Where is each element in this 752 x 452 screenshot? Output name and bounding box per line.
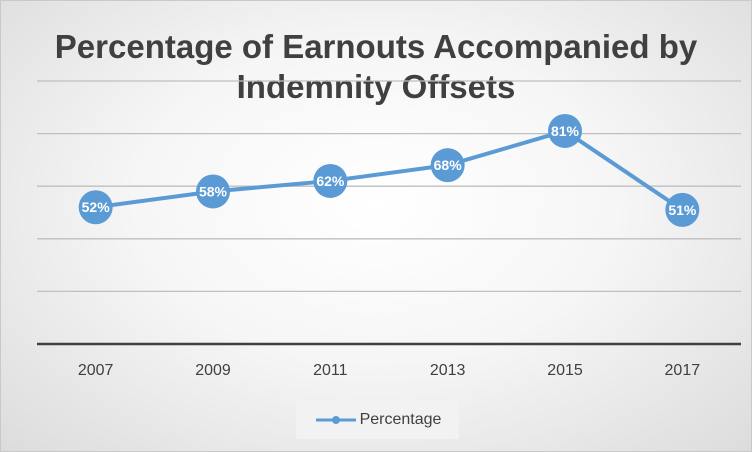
- data-label: 81%: [551, 123, 580, 139]
- data-point: [548, 113, 582, 148]
- data-label: 68%: [434, 157, 463, 173]
- x-tick-label: 2011: [313, 362, 348, 379]
- series-line: [95, 128, 684, 212]
- chart-title: Percentage of Earnouts Accompanied by In…: [54, 28, 698, 105]
- x-tick-label: 2009: [195, 362, 231, 379]
- legend-swatch: [315, 416, 356, 424]
- data-label: 51%: [668, 202, 697, 218]
- data-label: 52%: [82, 199, 111, 215]
- x-tick-label: 2013: [430, 362, 466, 379]
- data-point: [196, 174, 230, 209]
- legend-label: Percentage: [359, 411, 442, 428]
- x-tick-label: 2017: [665, 362, 701, 379]
- data-label: 62%: [316, 173, 345, 189]
- data-point: [78, 190, 113, 225]
- data-point: [665, 192, 700, 227]
- x-tick-label: 2007: [78, 362, 114, 379]
- data-point: [430, 148, 465, 183]
- data-label: 58%: [199, 183, 228, 199]
- legend: Percentage: [296, 401, 459, 439]
- x-tick-label: 2015: [547, 362, 583, 379]
- data-point: [313, 163, 348, 198]
